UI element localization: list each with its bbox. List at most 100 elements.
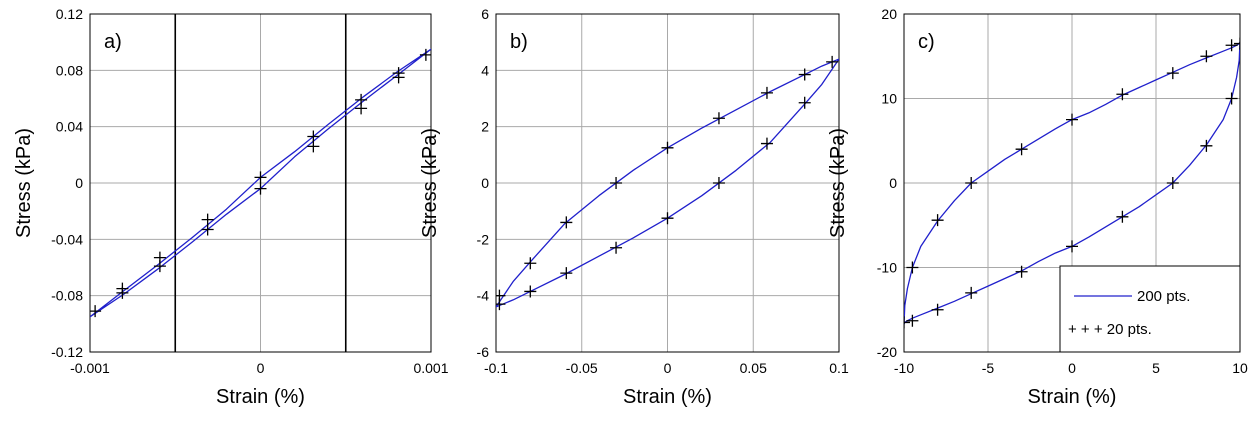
marker-point — [1200, 139, 1213, 152]
legend-label-markers: + + + 20 pts. — [1068, 321, 1152, 338]
marker-point — [560, 267, 573, 280]
panel-a: -0.001 0 0.001 -0.12 -0.08 -0.04 0 0.04 0.08 0.12… — [13, 6, 449, 408]
legend-box — [1059, 265, 1241, 353]
marker-point — [760, 86, 773, 99]
marker-point — [153, 251, 166, 264]
plot-frame — [89, 13, 432, 353]
legend-label-line: 200 pts. — [1137, 288, 1190, 305]
y-tick-label: -0.08 — [51, 288, 83, 304]
x-tick-label: -10 — [894, 360, 914, 376]
plot-frame — [495, 13, 840, 353]
marker-point — [661, 212, 674, 225]
x-tick-label: -0.05 — [566, 360, 598, 376]
y-tick-label: 4 — [481, 62, 489, 78]
marker-point — [496, 289, 506, 302]
y-tick-label: 0 — [481, 175, 489, 191]
marker-point — [826, 55, 839, 68]
marker-point — [798, 96, 811, 109]
data-layer — [904, 37, 1240, 329]
marker-point — [524, 257, 537, 270]
marker-point — [712, 112, 725, 125]
marker-point — [116, 282, 129, 295]
series-line-200pts — [904, 41, 1240, 325]
marker-point — [712, 177, 725, 189]
marker-point — [906, 261, 919, 274]
marker-point — [610, 241, 623, 254]
y-tick-label: -0.12 — [51, 344, 83, 360]
x-axis-label: Strain (%) — [216, 386, 305, 408]
y-tick-label: -20 — [877, 344, 897, 360]
marker-point — [931, 214, 944, 227]
marker-point — [1225, 92, 1238, 105]
data-layer — [90, 48, 431, 318]
marker-point — [419, 48, 431, 61]
marker-point — [254, 182, 267, 195]
x-tick-label: 0.05 — [740, 360, 767, 376]
x-tick-label: -0.001 — [70, 360, 110, 376]
marker-point — [1116, 210, 1129, 223]
series-line-200pts — [496, 58, 839, 308]
legend: 200 pts. + + + 20 pts. — [1059, 265, 1241, 353]
y-tick-label: -6 — [477, 344, 490, 360]
marker-point — [798, 68, 811, 81]
marker-point — [931, 303, 944, 316]
marker-point — [560, 216, 573, 229]
panel-label: b) — [510, 31, 528, 53]
series-line-200pts — [90, 48, 431, 318]
x-tick-label: 0 — [664, 360, 672, 376]
y-tick-label: 0 — [75, 175, 83, 191]
marker-point — [1066, 113, 1078, 126]
marker-point — [1234, 37, 1240, 50]
marker-point — [906, 314, 919, 327]
y-axis-label: Stress (kPa) — [13, 128, 35, 238]
marker-point — [965, 177, 978, 189]
marker-point — [1066, 240, 1078, 253]
y-tick-label: -4 — [477, 288, 490, 304]
marker-point — [1015, 265, 1028, 278]
marker-point — [524, 285, 537, 298]
marker-point — [904, 316, 910, 329]
x-tick-label: 0.1 — [829, 360, 849, 376]
marker-point — [965, 286, 978, 299]
y-tick-label: 0 — [889, 175, 897, 191]
marker-point — [1225, 39, 1238, 52]
y-axis-label: Stress (kPa) — [419, 128, 441, 238]
y-tick-label: 0.08 — [56, 62, 83, 78]
x-tick-label: 0 — [1068, 360, 1076, 376]
y-tick-label: 0.04 — [56, 119, 83, 135]
marker-point — [355, 93, 368, 106]
panel-label: a) — [104, 31, 122, 53]
marker-point — [610, 177, 623, 189]
marker-point — [1200, 50, 1213, 63]
marker-point — [1166, 177, 1179, 189]
x-tick-label: 5 — [1152, 360, 1160, 376]
x-tick-label: 0.001 — [413, 360, 448, 376]
marker-point — [90, 305, 102, 318]
y-tick-label: 6 — [481, 6, 489, 22]
y-tick-label: 2 — [481, 119, 489, 135]
data-layer — [496, 55, 839, 311]
y-axis-label: Stress (kPa) — [827, 128, 849, 238]
marker-point — [392, 67, 405, 80]
marker-point — [661, 141, 674, 154]
y-tick-label: 20 — [881, 6, 897, 22]
panel-label: c) — [918, 31, 935, 53]
marker-point — [1015, 143, 1028, 156]
y-tick-label: -2 — [477, 231, 490, 247]
marker-point — [1166, 67, 1179, 80]
x-axis-label: Strain (%) — [623, 386, 712, 408]
y-tick-label: -0.04 — [51, 231, 83, 247]
y-tick-label: 0.12 — [56, 6, 83, 22]
x-tick-label: -0.1 — [484, 360, 508, 376]
x-axis-label: Strain (%) — [1028, 386, 1117, 408]
y-tick-label: 10 — [881, 91, 897, 107]
marker-point — [201, 213, 214, 226]
marker-point — [254, 171, 267, 184]
marker-point — [307, 130, 320, 143]
x-tick-label: -5 — [982, 360, 995, 376]
y-tick-label: -10 — [877, 260, 897, 276]
x-tick-label: 10 — [1232, 360, 1248, 376]
marker-point — [760, 137, 773, 150]
